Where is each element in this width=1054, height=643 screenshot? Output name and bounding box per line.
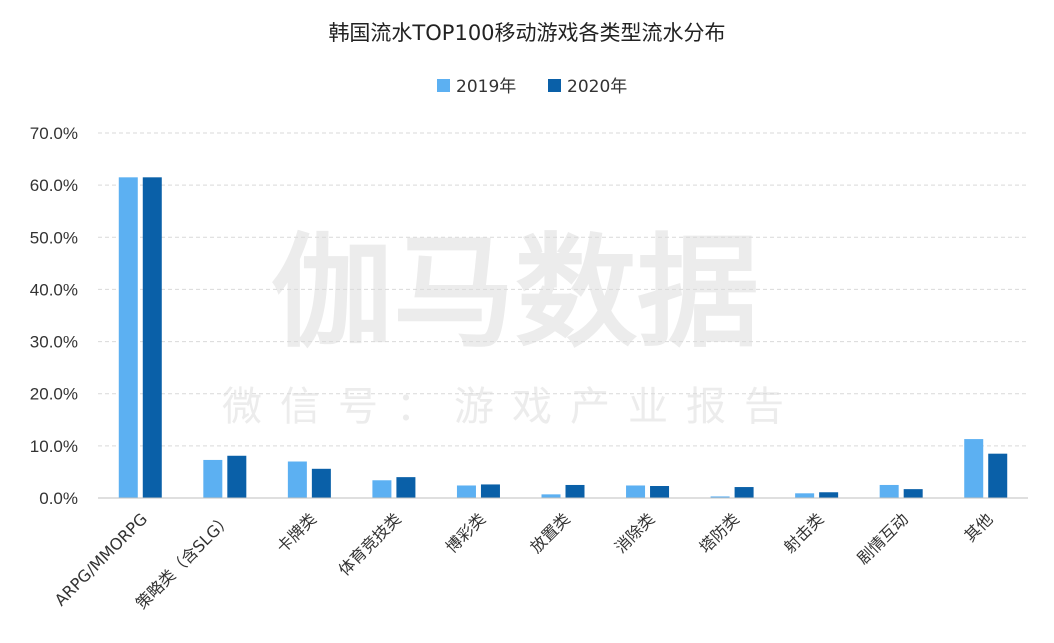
y-tick-label: 40.0%	[30, 280, 78, 299]
x-tick-label: 其他	[960, 509, 996, 545]
y-tick-label: 0.0%	[39, 489, 78, 508]
bars	[118, 177, 1008, 499]
y-tick-label: 70.0%	[30, 124, 78, 143]
bar	[565, 484, 585, 498]
x-tick-label: 射击类	[780, 509, 827, 556]
y-tick-label: 60.0%	[30, 176, 78, 195]
y-tick-label: 20.0%	[30, 385, 78, 404]
bar	[710, 496, 730, 498]
bar	[795, 493, 815, 498]
legend-label: 2019年	[456, 77, 516, 97]
watermark-sub: 微信号：游戏产业报告	[222, 384, 802, 430]
bar	[879, 484, 899, 498]
bar	[372, 480, 392, 498]
y-tick-label: 50.0%	[30, 228, 78, 247]
bar	[142, 177, 162, 499]
bar	[734, 487, 754, 498]
legend-swatch	[437, 79, 450, 92]
legend-label: 2020年	[567, 77, 627, 97]
bar	[203, 459, 223, 498]
watermark: 伽马数据 微信号：游戏产业报告	[222, 222, 802, 430]
y-tick-label: 30.0%	[30, 333, 78, 352]
bar	[456, 485, 476, 498]
bar	[964, 439, 984, 498]
bar	[396, 477, 416, 498]
y-axis-ticks: 0.0% 10.0% 20.0% 30.0% 40.0% 50.0% 60.0% 70.0%	[30, 124, 78, 508]
x-tick-label: 塔防类	[696, 509, 743, 556]
bar	[903, 489, 923, 498]
bar	[480, 484, 500, 498]
gridlines	[98, 132, 1028, 447]
bar	[819, 492, 839, 498]
bar	[227, 455, 247, 498]
y-tick-label: 10.0%	[30, 437, 78, 456]
bar	[311, 468, 331, 498]
bar	[118, 177, 138, 499]
bar	[287, 461, 307, 498]
x-tick-label: 体育竞技类	[335, 509, 405, 579]
x-tick-label: 消除类	[611, 509, 658, 556]
bar	[541, 494, 561, 498]
bar	[988, 453, 1008, 498]
x-tick-label: 剧情互动	[853, 509, 912, 568]
legend-swatch	[548, 79, 561, 92]
bar	[626, 485, 646, 498]
bar	[650, 486, 670, 498]
x-tick-label: 卡牌类	[273, 509, 320, 556]
chart-title: 韩国流水TOP100移动游戏各类型流水分布	[328, 21, 725, 45]
watermark-main: 伽马数据	[271, 222, 759, 364]
x-tick-label: 博彩类	[442, 509, 489, 556]
x-tick-label: 放置类	[526, 509, 573, 556]
legend: 2019年 2020年	[437, 77, 627, 97]
